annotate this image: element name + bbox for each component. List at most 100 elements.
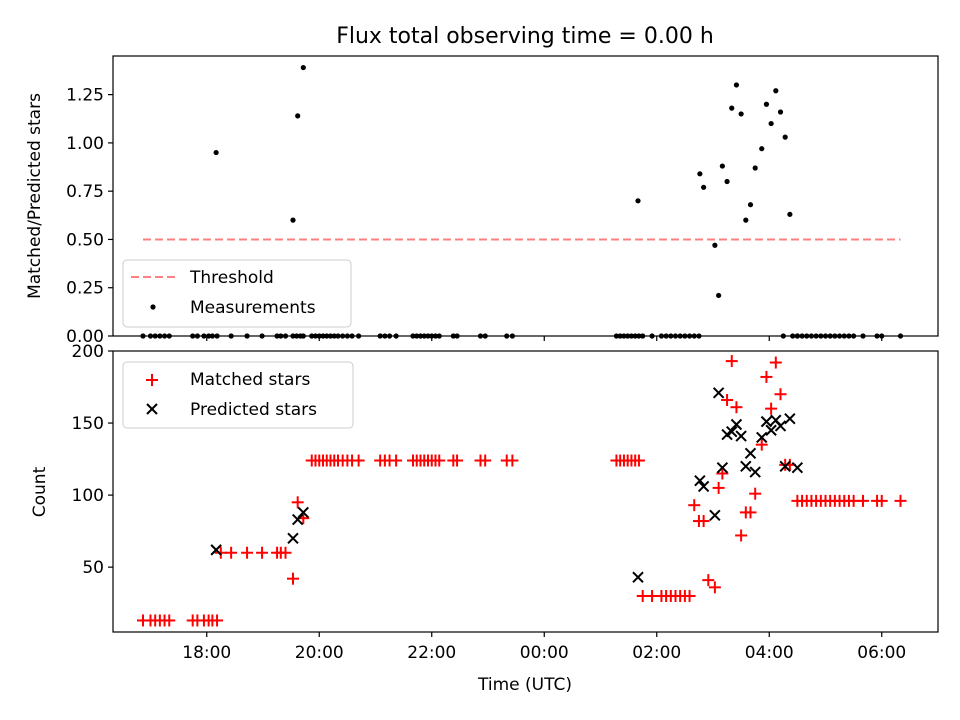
measurement-point [635, 198, 641, 204]
measurement-point [697, 171, 703, 177]
predicted-star-point [697, 480, 710, 493]
predicted-star-point [765, 424, 777, 436]
count-axes-frame [112, 350, 939, 633]
measurement-point [290, 217, 296, 223]
predicted-star-point [632, 571, 644, 583]
count-y-axis-label: Count [30, 466, 50, 517]
ratio-y-axis-label: Matched/Predicted stars [25, 93, 45, 299]
measurement-point [759, 146, 765, 152]
matched-star-point [688, 499, 701, 512]
matched-star-point [744, 506, 757, 519]
y-tick-label: 1.25 [66, 86, 104, 106]
x-tick-label: 02:00 [632, 643, 681, 663]
legend-predicted-swatch [146, 403, 158, 415]
measurement-point [763, 101, 770, 107]
matched-star-point [894, 494, 907, 507]
matched-star-point [214, 546, 227, 559]
matched-star-point [765, 402, 778, 415]
x-axis-label: Time (UTC) [477, 675, 572, 695]
matched-star-point [716, 467, 729, 480]
matched-star-point [241, 546, 254, 559]
matched-star-point [755, 438, 768, 451]
measurement-point [787, 211, 793, 217]
count-marks [137, 355, 907, 627]
count-axes: 50 100 150 200 18:00 20:00 22:00 00:00 02:00 04:… [30, 342, 939, 695]
measurement-point [701, 184, 707, 190]
matched-star-point [725, 355, 738, 368]
ratio-y-ticks: 0.00 0.25 0.50 0.75 1.00 1.25 [66, 86, 113, 347]
measurement-point [716, 292, 722, 299]
predicted-star-point [709, 509, 721, 521]
measurement-point [782, 134, 788, 140]
matched-star-point [256, 546, 269, 559]
x-tick-label: 00:00 [520, 643, 569, 663]
matched-star-point [211, 614, 224, 627]
matched-star-point [857, 494, 869, 507]
predicted-star-point [694, 474, 706, 487]
measurement-point [733, 82, 740, 88]
predicted-star-point [756, 431, 768, 444]
matched-star-point [279, 546, 292, 559]
count-y-ticks: 50 100 150 200 [72, 342, 113, 578]
legend-predicted-label: Predicted stars [190, 400, 317, 420]
ratio-x-ticks [206, 336, 883, 341]
predicted-star-point [791, 462, 804, 474]
predicted-star-point [730, 418, 743, 431]
matched-star-point [769, 356, 782, 369]
matched-star-point [352, 454, 365, 467]
y-tick-label: 0.25 [66, 279, 104, 299]
measurement-point [295, 113, 301, 119]
matched-star-point [683, 589, 696, 602]
x-tick-label: 06:00 [857, 643, 906, 663]
matched-star-point [702, 574, 715, 587]
matched-star-point [451, 454, 464, 467]
y-tick-label: 0.75 [66, 182, 104, 202]
predicted-star-point [287, 532, 299, 545]
predicted-star-point [210, 544, 222, 556]
x-tick-label: 20:00 [295, 643, 344, 663]
measurement-point [752, 165, 758, 171]
matched-star-point [721, 393, 734, 406]
matched-star-point [163, 614, 176, 627]
chart-title: Flux total observing time = 0.00 h [336, 24, 714, 49]
y-tick-label: 200 [72, 342, 104, 362]
measurement-point [773, 88, 779, 94]
matched-star-point [875, 494, 888, 507]
matched-star-point [433, 454, 446, 467]
ratio-legend: Threshold Measurements [122, 259, 352, 328]
x-tick-label: 04:00 [745, 643, 794, 663]
legend-matched-swatch [146, 374, 158, 386]
y-tick-label: 0.00 [66, 327, 104, 347]
predicted-star-point [744, 447, 757, 460]
count-x-ticks: 18:00 20:00 22:00 00:00 02:00 04:00 06:00 [182, 632, 906, 663]
matched-star-point [506, 454, 519, 467]
y-tick-label: 50 [82, 558, 104, 578]
matched-star-point [760, 370, 773, 383]
predicted-star-point [716, 462, 729, 474]
matched-star-point [730, 401, 743, 414]
predicted-star-point [297, 506, 310, 519]
matched-star-point [712, 481, 725, 494]
legend-matched-label: Matched stars [190, 370, 310, 390]
legend-threshold-label: Threshold [189, 268, 274, 288]
measurement-point [729, 105, 735, 111]
matched-star-point [390, 454, 403, 467]
x-tick-label: 18:00 [182, 643, 231, 663]
measurement-point [777, 109, 784, 115]
ratio-legend-box [122, 259, 352, 328]
measurement-point [724, 178, 730, 185]
predicted-star-point [735, 430, 747, 442]
matched-star-point [735, 529, 748, 542]
measurement-point [213, 149, 219, 156]
measurement-point [738, 111, 744, 117]
predicted-star-point [774, 420, 787, 432]
ratio-axes-frame [112, 55, 939, 337]
measurement-point [768, 120, 774, 127]
measurement-point [743, 217, 749, 223]
legend-measurements-swatch [150, 304, 156, 310]
x-tick-label: 22:00 [407, 643, 456, 663]
y-tick-label: 0.50 [66, 230, 104, 250]
matched-star-point [774, 388, 787, 401]
